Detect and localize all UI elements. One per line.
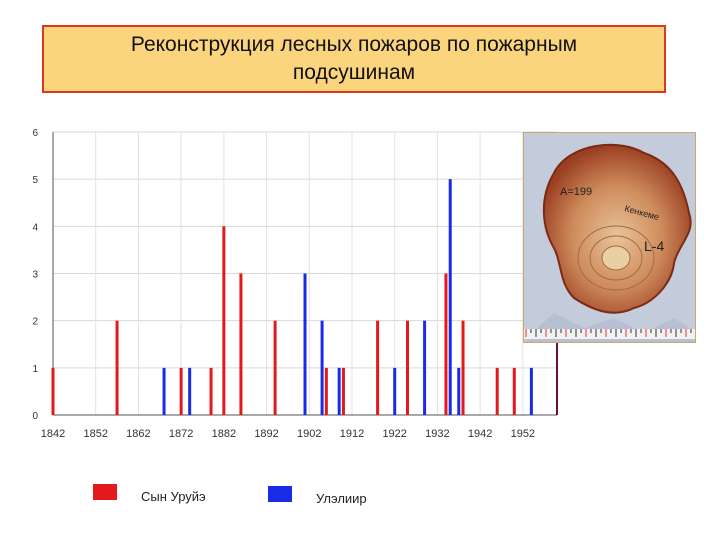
x-tick-label: 1852 xyxy=(83,428,107,440)
bar-syn-uruye xyxy=(512,367,516,415)
bar-uleliir xyxy=(529,367,533,415)
tree-cross-section-photo: A=199 Кенкеме L-4 xyxy=(523,132,696,343)
photo-label-age: A=199 xyxy=(560,186,592,198)
y-tick-label: 1 xyxy=(32,364,38,375)
bar-syn-uruye xyxy=(179,367,183,415)
y-tick-label: 2 xyxy=(32,317,38,328)
bar-uleliir xyxy=(393,367,397,415)
bar-syn-uruye xyxy=(239,273,243,415)
chart-bars xyxy=(51,179,533,415)
x-tick-label: 1862 xyxy=(126,428,150,440)
x-tick-label: 1932 xyxy=(425,428,449,440)
bar-syn-uruye xyxy=(376,320,380,415)
bar-syn-uruye xyxy=(273,320,277,415)
bar-syn-uruye xyxy=(444,273,448,415)
x-tick-label: 1922 xyxy=(382,428,406,440)
bar-syn-uruye xyxy=(222,226,226,415)
photo-label-code: L-4 xyxy=(644,238,664,254)
chart-title: Реконструкция лесных пожаров по пожарным… xyxy=(130,33,578,84)
bar-syn-uruye xyxy=(324,367,328,415)
bar-uleliir xyxy=(188,367,192,415)
x-tick-label: 1872 xyxy=(169,428,193,440)
x-tick-label: 1912 xyxy=(340,428,364,440)
bar-uleliir xyxy=(337,367,341,415)
x-tick-label: 1892 xyxy=(254,428,278,440)
bar-syn-uruye xyxy=(461,320,465,415)
bar-uleliir xyxy=(457,367,461,415)
y-tick-label: 6 xyxy=(32,128,38,139)
bar-uleliir xyxy=(423,320,427,415)
bar-uleliir xyxy=(303,273,307,415)
x-tick-label: 1882 xyxy=(212,428,236,440)
bar-syn-uruye xyxy=(341,367,345,415)
y-tick-label: 4 xyxy=(32,222,38,233)
bar-syn-uruye xyxy=(406,320,410,415)
x-tick-label: 1902 xyxy=(297,428,321,440)
legend-swatch-red xyxy=(93,484,117,500)
y-tick-label: 3 xyxy=(32,270,38,281)
x-tick-label: 1952 xyxy=(511,428,535,440)
chart-ticks: 0 1 2 3 4 5 6 1842 1852 1862 1872 1882 1892 1902 1912 1… xyxy=(32,128,535,440)
bar-syn-uruye xyxy=(209,367,213,415)
legend-label-red: Сын Уруйэ xyxy=(141,489,206,504)
bar-syn-uruye xyxy=(51,367,55,415)
y-tick-label: 0 xyxy=(32,411,38,422)
x-tick-label: 1942 xyxy=(468,428,492,440)
title-box: Реконструкция лесных пожаров по пожарным… xyxy=(42,25,666,93)
bar-uleliir xyxy=(162,367,166,415)
bar-syn-uruye xyxy=(495,367,499,415)
legend-label-blue: Улэлиир xyxy=(316,491,367,506)
x-tick-label: 1842 xyxy=(41,428,65,440)
bar-uleliir xyxy=(448,179,452,415)
bar-uleliir xyxy=(320,320,324,415)
ruler xyxy=(525,329,692,337)
legend-swatch-blue xyxy=(268,486,292,502)
bar-syn-uruye xyxy=(115,320,119,415)
y-tick-label: 5 xyxy=(32,175,38,186)
